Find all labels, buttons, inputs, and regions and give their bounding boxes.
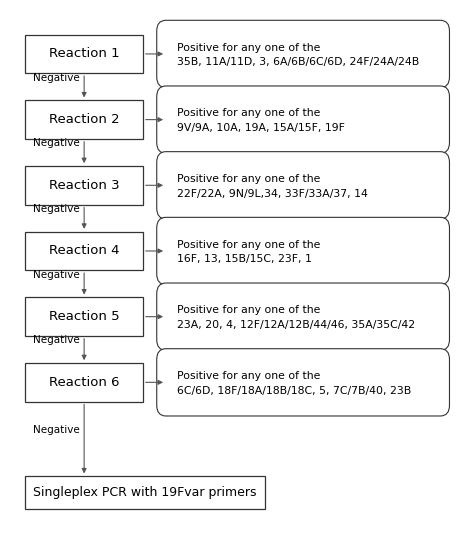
- FancyBboxPatch shape: [157, 217, 449, 285]
- Text: Reaction 1: Reaction 1: [49, 48, 119, 60]
- Text: Reaction 4: Reaction 4: [49, 245, 119, 257]
- Text: Positive for any one of the: Positive for any one of the: [177, 43, 321, 52]
- Text: 6C/6D, 18F/18A/18B/18C, 5, 7C/7B/40, 23B: 6C/6D, 18F/18A/18B/18C, 5, 7C/7B/40, 23B: [177, 386, 412, 396]
- Text: Positive for any one of the: Positive for any one of the: [177, 371, 321, 381]
- FancyBboxPatch shape: [25, 35, 143, 73]
- FancyBboxPatch shape: [25, 363, 143, 402]
- Text: 23A, 20, 4, 12F/12A/12B/44/46, 35A/35C/42: 23A, 20, 4, 12F/12A/12B/44/46, 35A/35C/4…: [177, 320, 416, 330]
- Text: 9V/9A, 10A, 19A, 15A/15F, 19F: 9V/9A, 10A, 19A, 15A/15F, 19F: [177, 123, 345, 133]
- Text: Negative: Negative: [33, 73, 79, 82]
- Text: 35B, 11A/11D, 3, 6A/6B/6C/6D, 24F/24A/24B: 35B, 11A/11D, 3, 6A/6B/6C/6D, 24F/24A/24…: [177, 57, 420, 67]
- FancyBboxPatch shape: [157, 20, 449, 88]
- Text: Negative: Negative: [33, 138, 79, 148]
- Text: Positive for any one of the: Positive for any one of the: [177, 240, 321, 249]
- FancyBboxPatch shape: [157, 349, 449, 416]
- Text: Negative: Negative: [33, 204, 79, 214]
- Text: Reaction 2: Reaction 2: [49, 113, 119, 126]
- Text: Positive for any one of the: Positive for any one of the: [177, 108, 321, 118]
- Text: Negative: Negative: [33, 425, 79, 435]
- Text: Positive for any one of the: Positive for any one of the: [177, 305, 321, 315]
- FancyBboxPatch shape: [157, 152, 449, 219]
- Text: Positive for any one of the: Positive for any one of the: [177, 174, 321, 184]
- Text: Negative: Negative: [33, 270, 79, 280]
- FancyBboxPatch shape: [25, 476, 265, 509]
- Text: Reaction 6: Reaction 6: [49, 376, 119, 389]
- Text: 16F, 13, 15B/15C, 23F, 1: 16F, 13, 15B/15C, 23F, 1: [177, 254, 313, 264]
- FancyBboxPatch shape: [25, 232, 143, 270]
- Text: Reaction 3: Reaction 3: [49, 179, 119, 192]
- Text: Reaction 5: Reaction 5: [49, 310, 119, 323]
- Text: Singleplex PCR with 19Fvar primers: Singleplex PCR with 19Fvar primers: [34, 486, 257, 499]
- FancyBboxPatch shape: [25, 100, 143, 139]
- Text: Negative: Negative: [33, 335, 79, 345]
- FancyBboxPatch shape: [157, 283, 449, 350]
- FancyBboxPatch shape: [25, 297, 143, 336]
- FancyBboxPatch shape: [25, 166, 143, 205]
- Text: 22F/22A, 9N/9L,34, 33F/33A/37, 14: 22F/22A, 9N/9L,34, 33F/33A/37, 14: [177, 189, 368, 199]
- FancyBboxPatch shape: [157, 86, 449, 153]
